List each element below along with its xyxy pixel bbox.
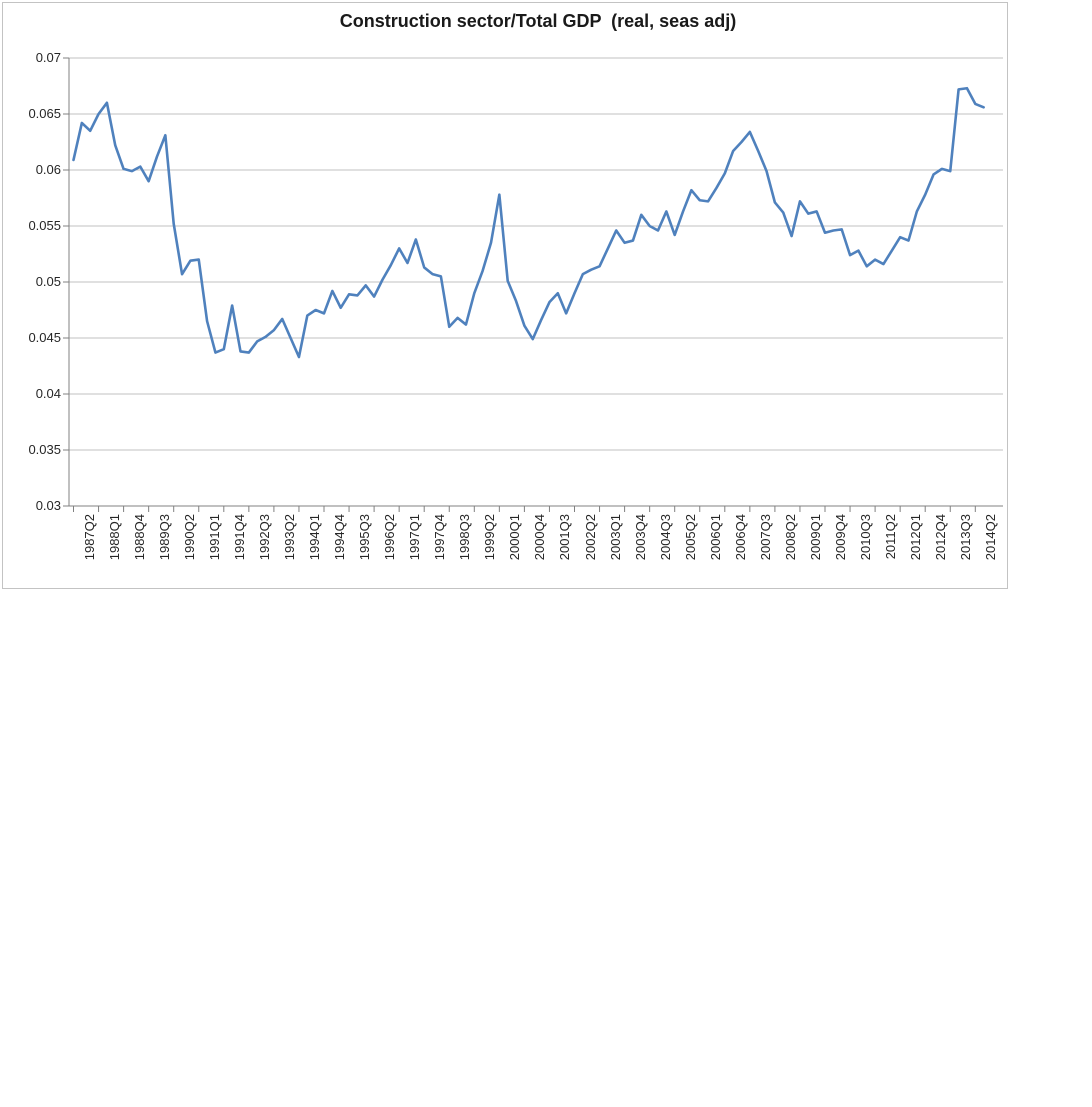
x-axis-label: 2012Q4 — [933, 514, 949, 561]
x-axis-label: 1996Q2 — [382, 514, 398, 561]
x-axis-label: 1994Q4 — [332, 514, 347, 561]
x-axis-label: 2014Q2 — [983, 514, 999, 561]
x-axis-label: 1987Q2 — [81, 514, 97, 561]
chart-title: Construction sector/Total GDP (real, sea… — [339, 11, 737, 31]
x-axis-label: 2004Q3 — [657, 514, 673, 561]
x-axis-label: 2011Q2 — [883, 514, 899, 560]
y-axis-label: 0.06 — [35, 162, 61, 177]
x-axis-label: 2000Q4 — [532, 514, 548, 561]
x-axis-label: 2008Q2 — [782, 514, 798, 561]
x-axis-label: 1988Q1 — [106, 514, 122, 561]
x-axis-label: 1994Q1 — [306, 514, 322, 561]
x-axis-label: 1999Q2 — [482, 514, 498, 561]
x-axis-label: 2010Q3 — [858, 514, 874, 561]
x-axis-label: 2001Q3 — [557, 514, 573, 561]
y-axis-label: 0.055 — [28, 218, 61, 233]
x-axis-label: 2005Q2 — [682, 514, 698, 561]
x-axis-label: 2002Q2 — [582, 514, 598, 561]
x-axis-label: 2007Q3 — [757, 514, 773, 561]
x-axis-label: 2009Q1 — [807, 514, 823, 561]
y-axis-label: 0.065 — [28, 106, 61, 121]
y-axis-label: 0.045 — [28, 330, 61, 345]
x-axis-label: 1995Q3 — [357, 514, 373, 561]
y-axis-label: 0.05 — [35, 274, 61, 289]
x-axis-label: 1990Q2 — [181, 514, 197, 561]
y-axis-label: 0.035 — [28, 442, 61, 457]
gridlines — [63, 57, 1003, 507]
y-axis-label: 0.04 — [35, 386, 61, 401]
axis-lines — [63, 58, 1003, 507]
x-axis-ticks — [73, 506, 976, 512]
x-axis-label: 1989Q3 — [156, 514, 172, 561]
x-axis-label: 1997Q4 — [432, 514, 448, 561]
x-axis-label: 1991Q4 — [231, 514, 247, 561]
x-axis-label: 2013Q3 — [958, 514, 974, 561]
x-axis-label: 2003Q1 — [607, 514, 623, 561]
series-line — [72, 86, 985, 359]
x-axis-label: 2000Q1 — [507, 514, 523, 561]
x-axis-label: 1998Q3 — [457, 514, 473, 561]
y-axis-label: 0.07 — [35, 50, 61, 65]
x-axis-label: 1988Q4 — [131, 514, 147, 561]
plot-area — [63, 57, 1003, 512]
x-axis-label: 2003Q4 — [632, 514, 648, 561]
x-axis-label: 2009Q4 — [833, 514, 848, 561]
x-axis-label: 1992Q3 — [256, 514, 272, 561]
x-axis-label: 2006Q1 — [707, 514, 723, 561]
x-axis-label: 1997Q1 — [407, 514, 423, 561]
x-axis-label: 1991Q1 — [206, 514, 222, 561]
x-axis-label: 2012Q1 — [908, 514, 924, 561]
x-axis-label: 2006Q4 — [732, 514, 748, 561]
x-axis-label: 1993Q2 — [281, 514, 297, 561]
chart-frame: Construction sector/Total GDP (real, sea… — [2, 2, 1008, 589]
y-axis-label: 0.03 — [35, 498, 61, 513]
